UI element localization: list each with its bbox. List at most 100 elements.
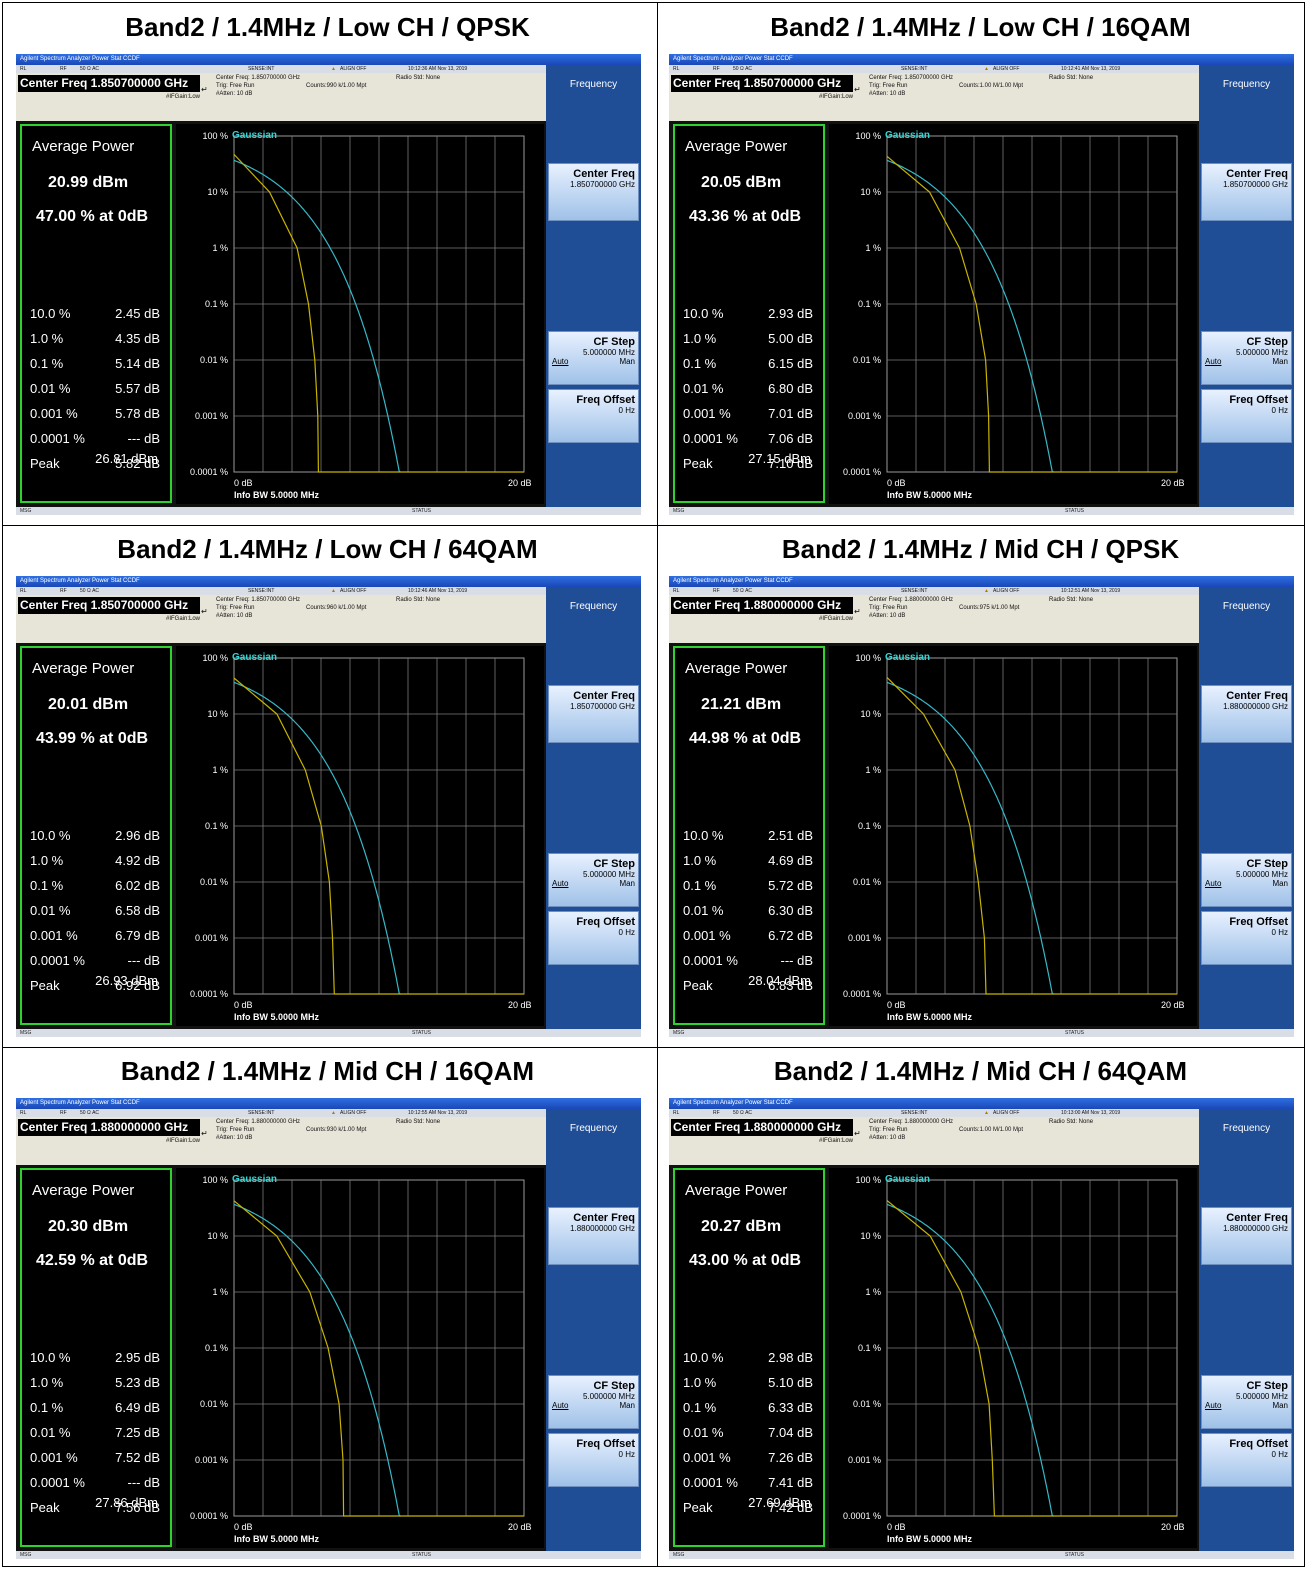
radio-std-info: Radio Std: None bbox=[1049, 597, 1094, 603]
screenshot-cell-6: Band2 / 1.4MHz / Mid CH / 64QAM Agilent … bbox=[655, 1046, 1306, 1567]
auto-man-toggle[interactable]: Auto Man bbox=[1202, 357, 1288, 367]
stat-label: 0.001 % bbox=[683, 1450, 731, 1465]
freq-offset-softkey-label: Freq Offset bbox=[1229, 1438, 1288, 1450]
auto-man-toggle[interactable]: Auto Man bbox=[1202, 879, 1288, 889]
freq-offset-softkey[interactable]: Freq Offset 0 Hz bbox=[548, 911, 639, 965]
msg-label: MSG bbox=[673, 508, 685, 514]
auto-man-toggle[interactable]: Auto Man bbox=[549, 879, 635, 889]
stat-label: 0.001 % bbox=[30, 928, 78, 943]
cf-step-softkey[interactable]: CF Step 5.000000 MHz Auto Man bbox=[1201, 853, 1292, 907]
ccdf-plot: Gaussian 100 % 10 % 1 % 0.1 % 0.01 % 0.001 % 0… bbox=[176, 124, 544, 504]
center-freq-readout[interactable]: Center Freq 1.850700000 GHz bbox=[18, 75, 200, 92]
ccdf-graph bbox=[233, 657, 525, 995]
freq-offset-softkey[interactable]: Freq Offset 0 Hz bbox=[548, 389, 639, 443]
center-freq-softkey-label: Center Freq bbox=[573, 168, 635, 180]
cell-title: Band2 / 1.4MHz / Mid CH / 64QAM bbox=[773, 1056, 1188, 1086]
stat-value: 7.56 dB bbox=[115, 1500, 160, 1515]
cf-step-softkey[interactable]: CF Step 5.000000 MHz Auto Man bbox=[1201, 331, 1292, 385]
cf-step-softkey[interactable]: CF Step 5.000000 MHz Auto Man bbox=[1201, 1375, 1292, 1429]
bottom-status-bar: MSG STATUS bbox=[16, 1029, 641, 1037]
cf-step-softkey-label: CF Step bbox=[593, 336, 635, 348]
auto-option[interactable]: Auto bbox=[1205, 879, 1222, 888]
center-freq-readout[interactable]: Center Freq 1.880000000 GHz bbox=[671, 1119, 853, 1136]
center-freq-readout[interactable]: Center Freq 1.880000000 GHz bbox=[671, 597, 853, 614]
peak-dbm-value: 28.04 dBm bbox=[748, 973, 811, 988]
auto-man-toggle[interactable]: Auto Man bbox=[549, 1401, 635, 1411]
status-rf: RF bbox=[713, 1110, 720, 1116]
cell-title: Band2 / 1.4MHz / Low CH / 64QAM bbox=[117, 534, 538, 564]
man-option[interactable]: Man bbox=[1272, 1401, 1288, 1410]
stat-label: 1.0 % bbox=[683, 1375, 717, 1390]
freq-offset-softkey[interactable]: Freq Offset 0 Hz bbox=[548, 1433, 639, 1487]
screenshot-cell-5: Band2 / 1.4MHz / Mid CH / 16QAM Agilent … bbox=[2, 1046, 653, 1567]
measurement-area: Average Power 20.99 dBm 47.00 % at 0dB 1… bbox=[16, 121, 546, 507]
cell-title: Band2 / 1.4MHz / Low CH / 16QAM bbox=[770, 12, 1191, 42]
y-tick-label: 0.0001 % bbox=[842, 467, 881, 477]
y-tick-label: 10 % bbox=[207, 1231, 228, 1241]
stat-value: 7.41 dB bbox=[768, 1475, 813, 1490]
center-freq-softkey-label: Center Freq bbox=[1226, 168, 1288, 180]
stat-value: 6.30 dB bbox=[768, 903, 813, 918]
center-freq-softkey[interactable]: Center Freq 1.850700000 GHz bbox=[548, 685, 639, 743]
stat-label: Peak bbox=[30, 978, 60, 993]
freq-offset-softkey-value: 0 Hz bbox=[618, 406, 635, 415]
auto-option[interactable]: Auto bbox=[552, 879, 569, 888]
y-tick-label: 0.001 % bbox=[194, 411, 228, 421]
center-freq-readout[interactable]: Center Freq 1.850700000 GHz bbox=[18, 597, 200, 614]
man-option[interactable]: Man bbox=[1272, 357, 1288, 366]
gaussian-trace bbox=[886, 681, 1054, 995]
statistics-panel: Average Power 20.30 dBm 42.59 % at 0dB 1… bbox=[20, 1168, 172, 1547]
measurement-info-bar: Center Freq 1.850700000 GHz Center Freq:… bbox=[16, 595, 546, 643]
stat-value: 5.14 dB bbox=[115, 356, 160, 371]
center-freq-softkey-label: Center Freq bbox=[1226, 1212, 1288, 1224]
cf-step-softkey[interactable]: CF Step 5.000000 MHz Auto Man bbox=[548, 853, 639, 907]
stat-label: 0.01 % bbox=[683, 903, 724, 918]
center-freq-softkey[interactable]: Center Freq 1.880000000 GHz bbox=[1201, 685, 1292, 743]
man-option[interactable]: Man bbox=[619, 1401, 635, 1410]
cell-title: Band2 / 1.4MHz / Low CH / QPSK bbox=[125, 12, 530, 42]
auto-man-toggle[interactable]: Auto Man bbox=[549, 357, 635, 367]
stat-label: 1.0 % bbox=[30, 1375, 64, 1390]
softkey-menu: Frequency Center Freq 1.850700000 GHz CF… bbox=[546, 65, 641, 507]
stat-label: 1.0 % bbox=[30, 853, 64, 868]
cf-step-softkey[interactable]: CF Step 5.000000 MHz Auto Man bbox=[548, 331, 639, 385]
center-freq-softkey[interactable]: Center Freq 1.850700000 GHz bbox=[548, 163, 639, 221]
cf-step-softkey[interactable]: CF Step 5.000000 MHz Auto Man bbox=[548, 1375, 639, 1429]
center-freq-readout[interactable]: Center Freq 1.850700000 GHz bbox=[671, 75, 853, 92]
statistics-panel: Average Power 20.27 dBm 43.00 % at 0dB 1… bbox=[673, 1168, 825, 1547]
center-freq-softkey-value: 1.850700000 GHz bbox=[1223, 180, 1288, 189]
softkey-menu: Frequency Center Freq 1.880000000 GHz CF… bbox=[1199, 1109, 1294, 1551]
center-freq-softkey[interactable]: Center Freq 1.880000000 GHz bbox=[1201, 1207, 1292, 1265]
measured-trace bbox=[886, 676, 1177, 995]
stat-value: 5.23 dB bbox=[115, 1375, 160, 1390]
man-option[interactable]: Man bbox=[1272, 879, 1288, 888]
atten-info: #Atten: 10 dB bbox=[869, 613, 906, 619]
center-freq-softkey[interactable]: Center Freq 1.880000000 GHz bbox=[548, 1207, 639, 1265]
freq-offset-softkey[interactable]: Freq Offset 0 Hz bbox=[1201, 389, 1292, 443]
freq-offset-softkey[interactable]: Freq Offset 0 Hz bbox=[1201, 911, 1292, 965]
screenshot-cell-4: Band2 / 1.4MHz / Mid CH / QPSK Agilent S… bbox=[655, 524, 1306, 1045]
auto-option[interactable]: Auto bbox=[1205, 357, 1222, 366]
stat-value: 6.80 dB bbox=[768, 381, 813, 396]
trigger-icon: ↵ bbox=[201, 607, 208, 616]
auto-option[interactable]: Auto bbox=[1205, 1401, 1222, 1410]
measurement-info-bar: Center Freq 1.850700000 GHz Center Freq:… bbox=[669, 73, 1199, 121]
auto-man-toggle[interactable]: Auto Man bbox=[1202, 1401, 1288, 1411]
man-option[interactable]: Man bbox=[619, 879, 635, 888]
auto-option[interactable]: Auto bbox=[552, 357, 569, 366]
status-row: RL RF 50 Ω AC SENSE:INT ▲ ALIGN OFF 10:1… bbox=[669, 65, 1199, 73]
ccdf-graph bbox=[233, 135, 525, 473]
radio-std-info: Radio Std: None bbox=[1049, 1119, 1094, 1125]
freq-offset-softkey[interactable]: Freq Offset 0 Hz bbox=[1201, 1433, 1292, 1487]
center-freq-softkey[interactable]: Center Freq 1.850700000 GHz bbox=[1201, 163, 1292, 221]
center-freq-readout[interactable]: Center Freq 1.880000000 GHz bbox=[18, 1119, 200, 1136]
stat-value: 2.95 dB bbox=[115, 1350, 160, 1365]
status-ohm: 50 Ω AC bbox=[80, 1110, 100, 1116]
auto-option[interactable]: Auto bbox=[552, 1401, 569, 1410]
stat-value: 7.04 dB bbox=[768, 1425, 813, 1440]
man-option[interactable]: Man bbox=[619, 357, 635, 366]
y-tick-label: 100 % bbox=[855, 131, 881, 141]
status-align: ALIGN OFF bbox=[340, 588, 367, 594]
freq-offset-softkey-label: Freq Offset bbox=[576, 916, 635, 928]
y-tick-label: 0.001 % bbox=[847, 1455, 881, 1465]
